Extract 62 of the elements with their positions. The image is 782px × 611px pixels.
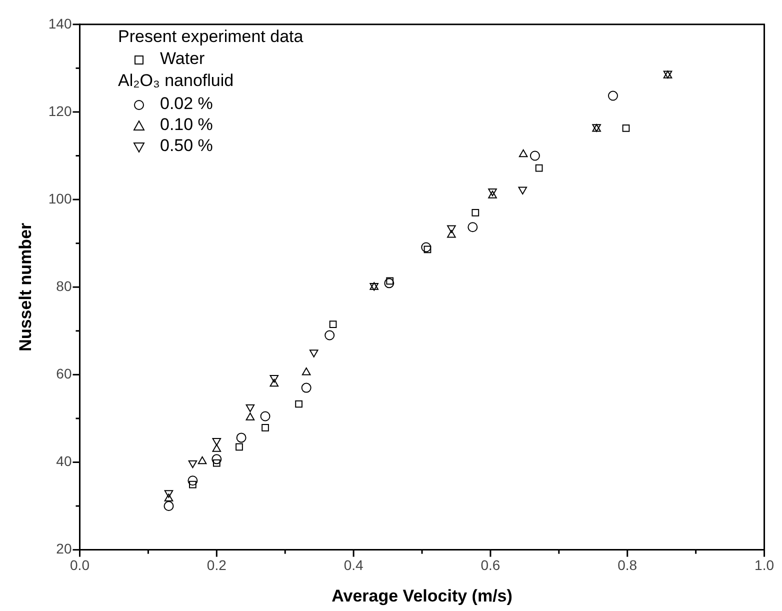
point [198, 456, 207, 464]
y-tick-label: 140 [48, 15, 72, 32]
point [212, 444, 222, 452]
point [488, 188, 497, 196]
point [270, 374, 279, 383]
point [295, 400, 302, 408]
x-axis-title: Average Velocity (m/s) [332, 586, 512, 606]
x-tick-label: 0.4 [344, 557, 364, 574]
legend-label: 0.10 % [160, 115, 213, 134]
y-tick-label: 20 [56, 540, 72, 557]
point [236, 443, 243, 451]
point [302, 367, 311, 376]
point [188, 476, 198, 486]
y-tick-label: 40 [56, 453, 72, 470]
point [329, 320, 337, 328]
point [270, 378, 279, 387]
x-tick-label: 0.6 [480, 557, 500, 574]
point [309, 350, 318, 358]
point [421, 242, 432, 252]
point [262, 424, 269, 432]
point [301, 382, 312, 393]
point [622, 124, 630, 132]
point [518, 149, 528, 158]
point [260, 411, 270, 422]
y-axis-title: Nusselt number [16, 222, 35, 352]
point [518, 186, 528, 194]
point [608, 90, 618, 101]
point [535, 164, 543, 172]
point [468, 222, 478, 232]
legend-label: 0.02 % [160, 94, 213, 113]
x-tick-label: 0.0 [70, 557, 90, 574]
x-tick-label: 0.2 [206, 557, 227, 574]
point [386, 277, 394, 285]
point [212, 454, 222, 464]
point [188, 460, 198, 468]
x-tick-label: 1.0 [754, 557, 774, 574]
point [472, 208, 480, 216]
point [447, 225, 456, 233]
point [246, 412, 255, 420]
point [189, 480, 196, 488]
y-tick-label: 80 [56, 278, 72, 294]
point [424, 246, 432, 254]
point [212, 438, 222, 446]
point [212, 459, 220, 467]
point [246, 404, 255, 412]
point [447, 230, 456, 238]
legend-title: Present experiment data [118, 26, 304, 48]
y-tick-label: 120 [48, 102, 72, 119]
annotation: Al₂O₃ nanofluid [118, 70, 235, 92]
y-tick-label: 100 [48, 190, 72, 206]
legend-label: Water [160, 49, 205, 68]
point [530, 150, 540, 161]
y-tick-label: 60 [56, 366, 72, 382]
point [164, 490, 174, 498]
legend-label: 0.50 % [160, 136, 213, 155]
point [236, 432, 246, 443]
point [324, 330, 335, 340]
point [164, 494, 174, 502]
point [488, 190, 497, 198]
x-tick-label: 0.8 [618, 557, 638, 574]
point [164, 501, 174, 512]
point [384, 278, 394, 288]
